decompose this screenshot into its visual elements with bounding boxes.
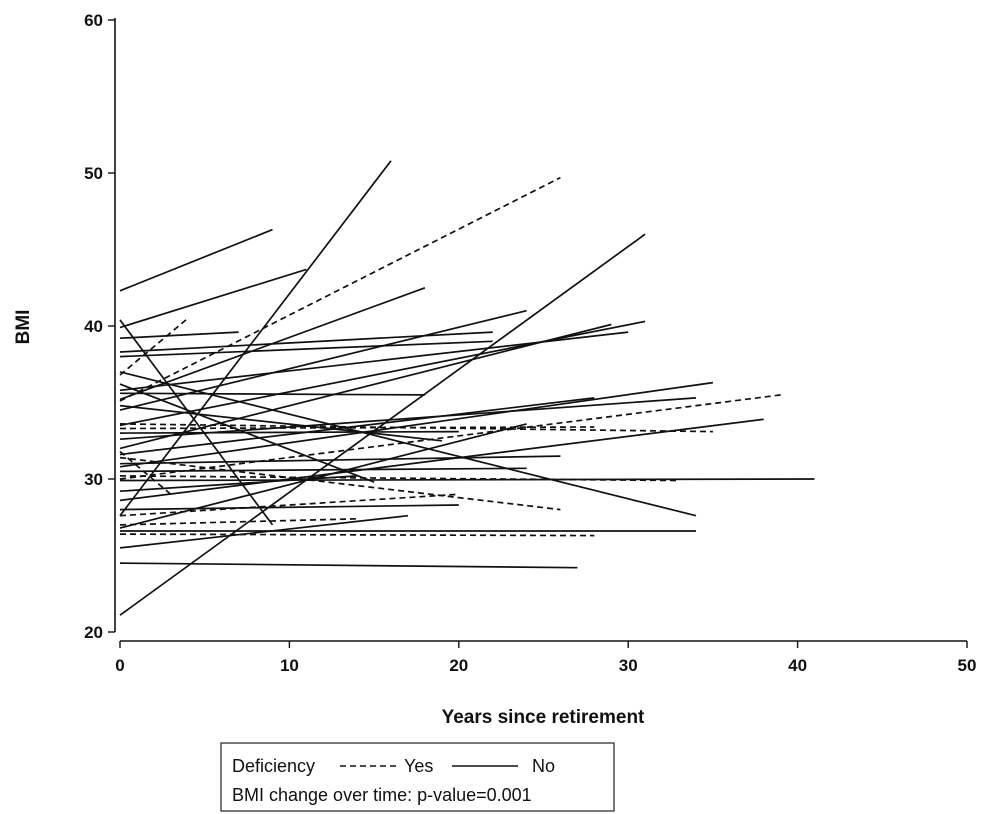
- x-tick-label: 10: [280, 656, 299, 675]
- series-line-no: [119, 331, 493, 353]
- series-line-no: [119, 383, 375, 483]
- series-line-no: [119, 268, 307, 329]
- series-line-no: [119, 331, 629, 392]
- series-line-no: [119, 392, 425, 396]
- series-line-no: [119, 423, 527, 529]
- series-line-no: [119, 467, 527, 473]
- legend-title: Deficiency: [232, 756, 315, 776]
- series-lines: [119, 160, 815, 616]
- series-line-no: [119, 404, 442, 442]
- x-tick-label: 20: [449, 656, 468, 675]
- series-line-yes: [119, 394, 781, 480]
- series-line-no: [119, 331, 239, 340]
- series-line-no: [119, 381, 714, 468]
- x-tick-label: 50: [958, 656, 977, 675]
- series-line-yes: [119, 450, 172, 495]
- series-line-yes: [119, 493, 459, 517]
- series-line-yes: [119, 533, 595, 537]
- series-line-yes: [119, 176, 561, 402]
- series-line-yes: [119, 317, 189, 376]
- series-line-no: [119, 504, 459, 511]
- series-line-no: [119, 475, 358, 493]
- series-line-no: [119, 228, 273, 292]
- series-line-yes: [119, 456, 561, 511]
- series-line-yes: [119, 423, 713, 433]
- series-line-no: [119, 514, 409, 549]
- series-line-no: [119, 455, 561, 465]
- series-line-no: [119, 323, 612, 450]
- series-line-no: [119, 233, 646, 616]
- y-tick-label: 50: [84, 164, 103, 183]
- y-axis-title: BMI: [13, 310, 34, 345]
- series-line-no: [119, 160, 392, 517]
- series-line-yes: [119, 426, 595, 430]
- y-tick-label: 20: [84, 623, 103, 642]
- legend-no-label: No: [532, 756, 555, 776]
- x-tick-label: 0: [115, 656, 124, 675]
- axes: 0 10 20 30 40 50 20 30 40 50 60: [84, 11, 976, 675]
- series-line-no: [119, 397, 595, 456]
- series-line-no: [119, 478, 815, 482]
- x-tick-label: 40: [788, 656, 807, 675]
- x-axis-title: Years since retirement: [442, 707, 645, 728]
- series-line-no: [119, 340, 493, 358]
- x-tick-label: 30: [619, 656, 638, 675]
- legend-box: [220, 742, 615, 812]
- legend-annotation: BMI change over time: p-value=0.001: [232, 785, 532, 805]
- y-tick-label: 30: [84, 470, 103, 489]
- legend: Deficiency Yes No BMI change over time: …: [220, 742, 615, 812]
- legend-yes-label: Yes: [404, 756, 433, 776]
- series-line-yes: [119, 475, 680, 482]
- series-line-no: [119, 371, 697, 517]
- series-line-no: [119, 418, 764, 502]
- y-tick-label: 40: [84, 317, 103, 336]
- series-line-no: [119, 320, 646, 427]
- y-tick-label: 60: [84, 11, 103, 30]
- series-line-no: [119, 562, 578, 569]
- series-line-no: [119, 430, 459, 434]
